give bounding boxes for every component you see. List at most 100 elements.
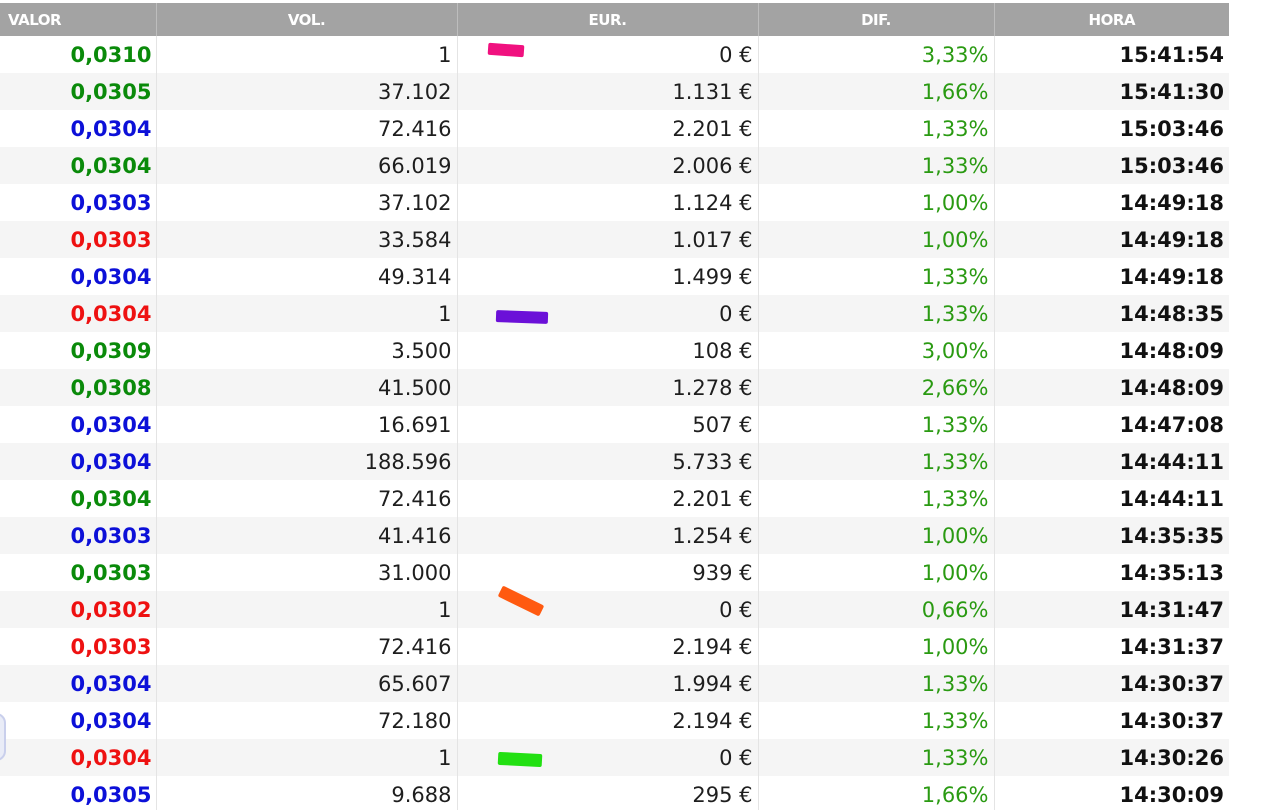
cell-dif: 1,00% [758, 554, 995, 591]
table-row: 0,0304 1 0 €1,33% 14:30:26 [0, 739, 1229, 776]
cell-vol: 33.584 [156, 221, 458, 258]
cell-dif: 1,33% [758, 406, 995, 443]
column-header-vol[interactable]: VOL. [156, 3, 458, 36]
cell-vol: 49.314 [156, 258, 458, 295]
cell-vol: 41.500 [156, 369, 458, 406]
cell-dif: 2,66% [758, 369, 995, 406]
page-margin [1229, 0, 1271, 810]
cell-vol: 41.416 [156, 517, 458, 554]
cell-vol: 1 [156, 591, 458, 628]
side-tab-handle[interactable] [0, 713, 6, 761]
cell-hora: 14:49:18 [994, 221, 1229, 258]
cell-valor: 0,0305 [0, 776, 157, 810]
cell-dif: 1,33% [758, 258, 995, 295]
cell-valor: 0,0303 [0, 554, 157, 591]
cell-vol: 37.102 [156, 73, 458, 110]
cell-valor: 0,0304 [0, 258, 157, 295]
highlighter-mark-pink [487, 42, 524, 58]
table-row: 0,0304 66.019 2.006 €1,33% 15:03:46 [0, 147, 1229, 184]
cell-eur: 2.201 € [457, 110, 759, 147]
cell-eur: 1.278 € [457, 369, 759, 406]
cell-vol: 16.691 [156, 406, 458, 443]
cell-vol: 65.607 [156, 665, 458, 702]
column-header-eur[interactable]: EUR. [457, 3, 759, 36]
cell-hora: 14:47:08 [994, 406, 1229, 443]
cell-eur: 939 € [457, 554, 759, 591]
cell-hora: 14:31:47 [994, 591, 1229, 628]
table-row: 0,0309 3.500 108 €3,00% 14:48:09 [0, 332, 1229, 369]
table-row: 0,0304 1 0 €1,33% 14:48:35 [0, 295, 1229, 332]
cell-dif: 1,33% [758, 739, 995, 776]
column-header-dif[interactable]: DIF. [758, 3, 995, 36]
cell-valor: 0,0304 [0, 739, 157, 776]
cell-dif: 1,66% [758, 73, 995, 110]
cell-hora: 14:44:11 [994, 480, 1229, 517]
cell-vol: 9.688 [156, 776, 458, 810]
column-header-valor[interactable]: VALOR [0, 3, 157, 36]
cell-vol: 188.596 [156, 443, 458, 480]
cell-dif: 1,33% [758, 665, 995, 702]
cell-valor: 0,0303 [0, 184, 157, 221]
cell-eur: 2.201 € [457, 480, 759, 517]
cell-dif: 1,33% [758, 443, 995, 480]
cell-valor: 0,0304 [0, 480, 157, 517]
cell-hora: 14:31:37 [994, 628, 1229, 665]
table-row: 0,0308 41.500 1.278 €2,66% 14:48:09 [0, 369, 1229, 406]
cell-valor: 0,0308 [0, 369, 157, 406]
cell-eur: 1.131 € [457, 73, 759, 110]
cell-vol: 1 [156, 295, 458, 332]
cell-dif: 0,66% [758, 591, 995, 628]
cell-vol: 1 [156, 739, 458, 776]
table-body: 0,0310 1 0 €3,33% 15:41:54 0,0305 37.102 1.131… [0, 36, 1229, 810]
cell-dif: 1,33% [758, 147, 995, 184]
cell-eur: 0 € [457, 295, 759, 332]
cell-hora: 14:30:09 [994, 776, 1229, 810]
cell-eur: 2.194 € [457, 628, 759, 665]
cell-valor: 0,0310 [0, 36, 157, 73]
cell-hora: 14:44:11 [994, 443, 1229, 480]
cell-vol: 1 [156, 36, 458, 73]
cell-eur: 2.194 € [457, 702, 759, 739]
cell-eur: 0 € [457, 36, 759, 73]
cell-vol: 66.019 [156, 147, 458, 184]
table-row: 0,0304 72.416 2.201 €1,33% 15:03:46 [0, 110, 1229, 147]
cell-hora: 14:30:26 [994, 739, 1229, 776]
cell-dif: 1,33% [758, 702, 995, 739]
cell-eur: 2.006 € [457, 147, 759, 184]
cell-valor: 0,0304 [0, 443, 157, 480]
cell-valor: 0,0304 [0, 406, 157, 443]
cell-dif: 3,33% [758, 36, 995, 73]
cell-valor: 0,0303 [0, 221, 157, 258]
table-row: 0,0304 188.596 5.733 €1,33% 14:44:11 [0, 443, 1229, 480]
table-row: 0,0304 49.314 1.499 €1,33% 14:49:18 [0, 258, 1229, 295]
cell-hora: 14:48:09 [994, 369, 1229, 406]
table-row: 0,0303 33.584 1.017 €1,00% 14:49:18 [0, 221, 1229, 258]
cell-eur: 1.994 € [457, 665, 759, 702]
cell-dif: 1,33% [758, 295, 995, 332]
column-header-hora[interactable]: HORA [994, 3, 1229, 36]
cell-dif: 3,00% [758, 332, 995, 369]
cell-hora: 14:49:18 [994, 258, 1229, 295]
table-row: 0,0304 72.180 2.194 €1,33% 14:30:37 [0, 702, 1229, 739]
cell-eur: 1.017 € [457, 221, 759, 258]
cell-eur: 0 € [457, 585, 759, 628]
cell-hora: 15:03:46 [994, 110, 1229, 147]
cell-vol: 31.000 [156, 554, 458, 591]
table-row: 0,0303 37.102 1.124 €1,00% 14:49:18 [0, 184, 1229, 221]
cell-eur: 1.124 € [457, 184, 759, 221]
table-row: 0,0302 1 0 €0,66% 14:31:47 [0, 585, 1229, 628]
cell-hora: 14:48:35 [994, 295, 1229, 332]
cell-eur: 507 € [457, 406, 759, 443]
cell-valor: 0,0309 [0, 332, 157, 369]
cell-dif: 1,33% [758, 480, 995, 517]
cell-valor: 0,0303 [0, 517, 157, 554]
table-row: 0,0305 37.102 1.131 €1,66% 15:41:30 [0, 73, 1229, 110]
cell-hora: 14:30:37 [994, 702, 1229, 739]
cell-valor: 0,0302 [0, 591, 157, 628]
cell-eur: 1.254 € [457, 517, 759, 554]
cell-eur: 1.499 € [457, 258, 759, 295]
cell-eur: 295 € [457, 776, 759, 810]
cell-hora: 15:41:54 [994, 36, 1229, 73]
cell-vol: 72.416 [156, 110, 458, 147]
table-row: 0,0303 72.416 2.194 €1,00% 14:31:37 [0, 628, 1229, 665]
